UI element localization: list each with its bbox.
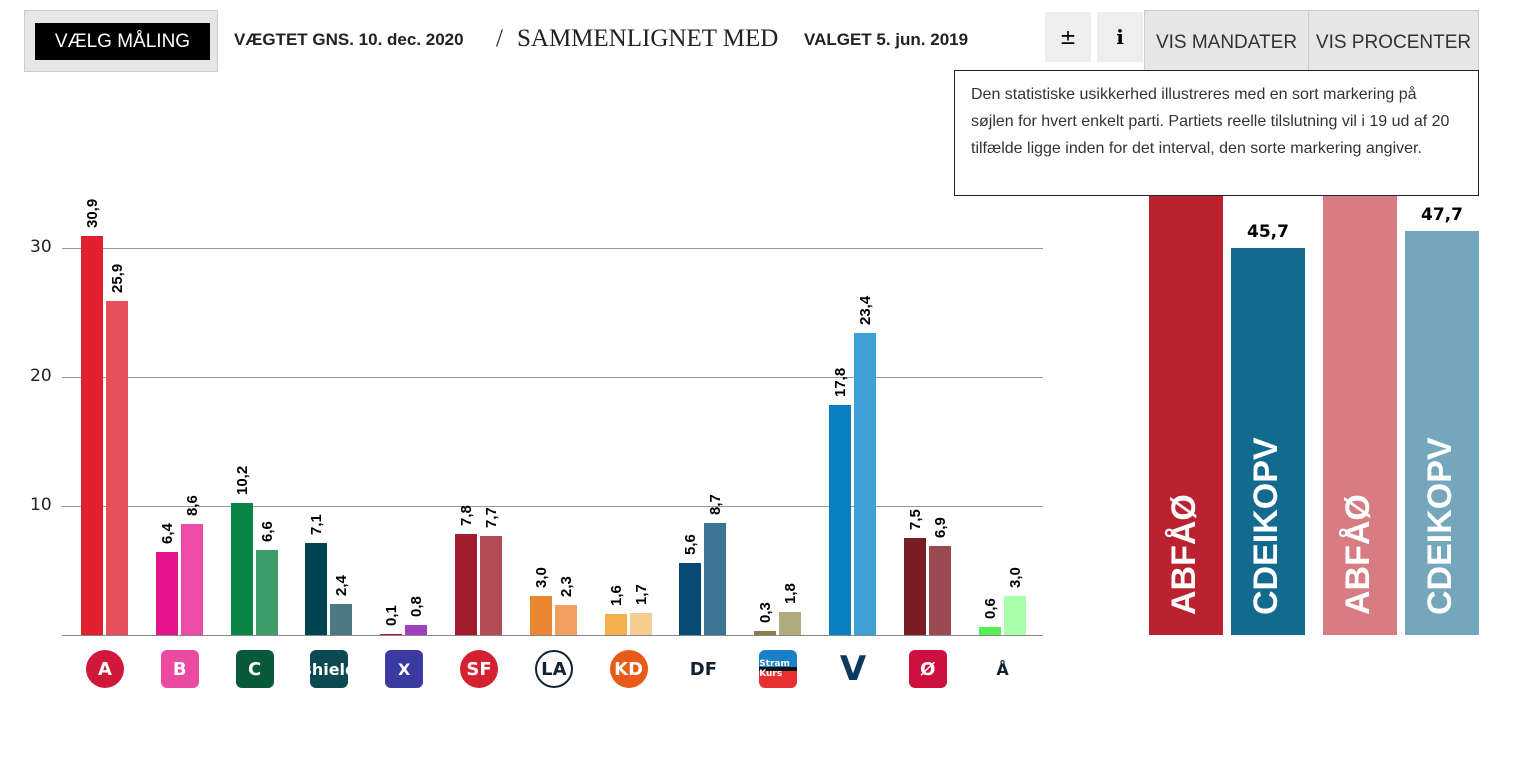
value-label: 0,6 [981, 598, 999, 620]
info-tooltip: Den statistiske usikkerhed illustreres m… [954, 70, 1479, 196]
choose-poll-button[interactable]: VÆLG MÅLING [24, 10, 218, 72]
bar-A-1 [106, 300, 128, 635]
bar-I-1 [554, 605, 577, 635]
bloc-value: 47,7 [1421, 204, 1463, 225]
party-logo-K-icon: X [385, 650, 424, 688]
bar-K-0 [380, 633, 403, 635]
value-label: 23,4 [857, 295, 874, 326]
bar-A-0 [81, 236, 103, 635]
bar-O-0 [679, 562, 702, 635]
gridline [62, 506, 1043, 507]
y-tick-label: 10 [30, 495, 52, 515]
show-seats-button[interactable]: VIS MANDATER [1144, 10, 1309, 72]
value-label: 1,6 [607, 585, 625, 607]
value-label: 8,7 [707, 493, 725, 515]
slash: / [496, 25, 503, 52]
party-logo-P-icon: Stram Kurs [759, 650, 798, 688]
bar-Q-1 [629, 613, 652, 635]
bar-Å-0 [978, 627, 1001, 635]
value-label: 30,9 [84, 199, 101, 229]
compared-label: SAMMENLIGNET MED [517, 25, 779, 52]
value-label: 3,0 [1006, 567, 1024, 589]
party-logo-Å-icon: Å [983, 650, 1022, 688]
info-button[interactable]: i [1097, 12, 1143, 62]
bloc-bar-3 [1405, 230, 1479, 635]
bar-P-0 [754, 631, 777, 635]
bar-K-1 [405, 624, 428, 635]
bloc-bar-1 [1231, 247, 1305, 635]
bar-V-1 [854, 333, 876, 635]
bar-C-0 [230, 503, 253, 635]
value-label: 5,6 [682, 533, 700, 555]
bloc-label: ABFÅØ [1339, 494, 1377, 615]
bloc-bar-0 [1149, 165, 1223, 635]
bar-Ø-0 [903, 538, 926, 635]
bar-F-0 [455, 534, 477, 635]
y-tick-label: 30 [30, 237, 52, 257]
bloc-bar-2 [1323, 165, 1397, 635]
value-label: 3,0 [532, 567, 550, 589]
bar-Ø-1 [928, 545, 951, 635]
party-logo-V-icon: V [834, 649, 872, 689]
bar-O-1 [704, 522, 727, 635]
party-logo-Ø-icon: Ø [908, 650, 947, 688]
party-logo-F-icon: SF [460, 650, 498, 688]
x-axis [62, 635, 1043, 636]
value-label: 2,3 [557, 576, 575, 598]
value-label: 7,1 [308, 514, 326, 536]
value-label: 6,4 [158, 523, 176, 545]
value-label: 0,1 [383, 604, 401, 626]
value-label: 17,8 [832, 368, 849, 398]
gridline [62, 377, 1043, 378]
party-logo-D-icon: shield [302, 650, 356, 688]
weighted-average-label: VÆGTET GNS. 10. dec. 2020 [234, 30, 464, 49]
value-label: 0,8 [408, 595, 426, 617]
value-label: 25,9 [109, 263, 126, 293]
bar-B-1 [180, 524, 203, 635]
value-label: 2,4 [333, 575, 351, 597]
bar-I-0 [529, 596, 552, 635]
election-label: VALGET 5. jun. 2019 [804, 30, 969, 49]
bar-C-1 [255, 549, 278, 635]
bloc-label: CDEIKOPV [1247, 437, 1285, 615]
party-logo-C-icon: C [235, 650, 274, 688]
value-label: 10,2 [233, 466, 251, 496]
value-label: 0,3 [757, 602, 775, 624]
bar-D-0 [305, 543, 328, 635]
party-logo-O-icon: DF [684, 650, 723, 688]
value-label: 1,7 [632, 584, 650, 606]
bar-B-0 [155, 552, 178, 635]
value-label: 6,6 [258, 521, 276, 542]
value-label: 6,9 [931, 517, 949, 538]
bar-D-1 [330, 604, 353, 635]
bar-Å-1 [1003, 596, 1026, 635]
party-logo-B-icon: B [160, 650, 199, 688]
value-label: 7,5 [906, 509, 924, 531]
bloc-label: ABFÅØ [1165, 494, 1203, 615]
bloc-value: 45,7 [1247, 221, 1289, 242]
bar-F-1 [480, 535, 502, 635]
value-label: 1,8 [782, 582, 800, 604]
gridline [62, 248, 1043, 249]
party-logo-A-icon: A [86, 650, 124, 688]
show-percent-button[interactable]: VIS PROCENTER [1308, 10, 1479, 72]
y-tick-label: 20 [30, 366, 52, 386]
uncertainty-toggle-button[interactable]: ± [1045, 12, 1091, 62]
bar-Q-0 [604, 614, 627, 635]
value-label: 8,6 [183, 495, 201, 517]
bloc-label: CDEIKOPV [1421, 437, 1459, 615]
party-logo-I-icon: LA [534, 650, 573, 688]
value-label: 7,7 [483, 506, 500, 528]
party-logo-Q-icon: KD [609, 650, 648, 688]
bar-V-0 [829, 405, 851, 635]
value-label: 7,8 [458, 505, 475, 527]
bar-P-1 [779, 611, 802, 635]
choose-poll-label: VÆLG MÅLING [35, 23, 210, 60]
